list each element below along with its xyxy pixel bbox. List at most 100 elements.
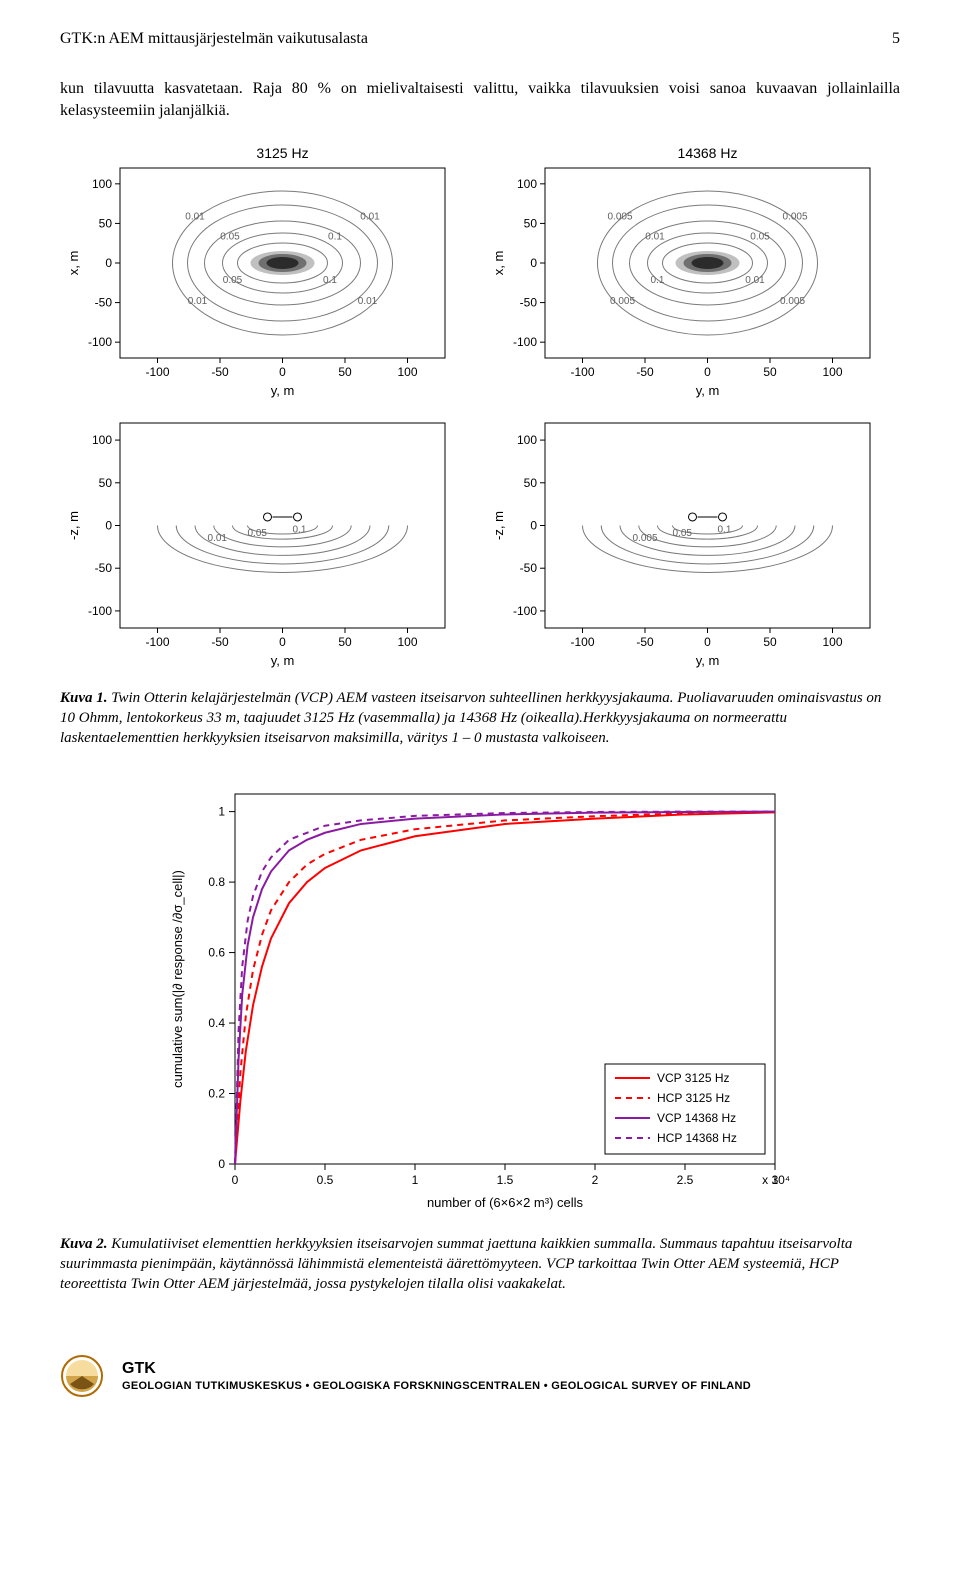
svg-text:0: 0: [105, 256, 112, 270]
svg-text:0: 0: [279, 365, 286, 379]
svg-text:-z, m: -z, m: [66, 511, 81, 540]
fig1-top-left: -100-50050100-100-50050100y, mx, m3125 H…: [60, 143, 475, 403]
svg-text:0: 0: [704, 365, 711, 379]
svg-text:0.01: 0.01: [358, 296, 378, 307]
svg-text:-50: -50: [95, 561, 113, 575]
svg-text:-50: -50: [211, 365, 229, 379]
svg-text:-z, m: -z, m: [491, 511, 506, 540]
svg-text:3125 Hz: 3125 Hz: [256, 145, 308, 161]
svg-text:0: 0: [105, 518, 112, 532]
figure-2: 00.511.522.5300.20.40.60.81number of (6×…: [60, 779, 900, 1219]
svg-text:0.1: 0.1: [293, 524, 307, 535]
running-header: GTK:n AEM mittausjärjestelmän vaikutusal…: [60, 30, 900, 48]
svg-text:HCP 14368 Hz: HCP 14368 Hz: [657, 1131, 737, 1145]
svg-text:y, m: y, m: [696, 383, 720, 398]
svg-text:1.5: 1.5: [497, 1173, 514, 1187]
fig1-top-right: -100-50050100-100-50050100y, mx, m14368 …: [485, 143, 900, 403]
svg-text:-50: -50: [520, 561, 538, 575]
svg-text:100: 100: [822, 635, 842, 649]
svg-text:0.01: 0.01: [645, 231, 665, 242]
svg-text:50: 50: [99, 216, 113, 230]
svg-text:0.005: 0.005: [610, 296, 635, 307]
svg-text:1: 1: [412, 1173, 419, 1187]
svg-text:0.005: 0.005: [780, 296, 805, 307]
fig1-label: Kuva 1.: [60, 690, 108, 706]
svg-text:-50: -50: [520, 295, 538, 309]
svg-text:y, m: y, m: [271, 653, 295, 668]
svg-text:0: 0: [218, 1157, 225, 1171]
svg-text:-100: -100: [145, 635, 169, 649]
svg-text:-100: -100: [145, 365, 169, 379]
svg-text:14368 Hz: 14368 Hz: [678, 145, 738, 161]
fig2-caption-text: Kumulatiiviset elementtien herkkyyksien …: [60, 1236, 852, 1293]
svg-text:0.005: 0.005: [607, 211, 632, 222]
svg-text:100: 100: [517, 433, 537, 447]
svg-text:-50: -50: [636, 365, 654, 379]
svg-text:VCP 14368 Hz: VCP 14368 Hz: [657, 1111, 736, 1125]
fig1-bot-right: -100-50050100-100-50050100y, m-z, m0.005…: [485, 413, 900, 673]
svg-text:0.1: 0.1: [651, 275, 665, 286]
svg-text:50: 50: [763, 635, 777, 649]
svg-text:-50: -50: [95, 295, 113, 309]
svg-text:x, m: x, m: [491, 251, 506, 276]
svg-text:0.8: 0.8: [208, 875, 225, 889]
svg-text:0: 0: [232, 1173, 239, 1187]
svg-text:100: 100: [517, 177, 537, 191]
svg-text:0.05: 0.05: [673, 528, 693, 539]
svg-text:50: 50: [338, 635, 352, 649]
svg-text:100: 100: [397, 365, 417, 379]
svg-text:50: 50: [99, 476, 113, 490]
svg-text:100: 100: [397, 635, 417, 649]
svg-text:-100: -100: [570, 635, 594, 649]
svg-text:0.5: 0.5: [317, 1173, 334, 1187]
svg-text:50: 50: [524, 476, 538, 490]
svg-text:-100: -100: [570, 365, 594, 379]
svg-text:0.05: 0.05: [248, 528, 268, 539]
figure-1: -100 -50 0 50 100 -100 -50 0 50 100 y, m x, m 3125 H…: [60, 143, 900, 673]
svg-text:50: 50: [338, 365, 352, 379]
svg-text:0.1: 0.1: [718, 524, 732, 535]
svg-text:x, m: x, m: [66, 251, 81, 276]
svg-text:0: 0: [530, 256, 537, 270]
svg-text:y, m: y, m: [696, 653, 720, 668]
svg-text:0.01: 0.01: [185, 211, 205, 222]
svg-text:2: 2: [592, 1173, 599, 1187]
svg-text:0.05: 0.05: [750, 231, 770, 242]
page-number: 5: [892, 30, 900, 48]
fig2-label: Kuva 2.: [60, 1236, 108, 1252]
svg-text:0.2: 0.2: [208, 1086, 225, 1100]
svg-text:-50: -50: [636, 635, 654, 649]
fig1-bot-left: -100-50050100-100-50050100y, m-z, m0.010…: [60, 413, 475, 673]
svg-text:0.01: 0.01: [188, 296, 208, 307]
svg-text:y, m: y, m: [271, 383, 295, 398]
footer-org-text: GEOLOGIAN TUTKIMUSKESKUS • GEOLOGISKA FO…: [122, 1380, 751, 1392]
svg-text:0.05: 0.05: [220, 231, 240, 242]
svg-text:1: 1: [218, 804, 225, 818]
svg-text:0.6: 0.6: [208, 945, 225, 959]
figure-2-caption: Kuva 2. Kumulatiiviset elementtien herkk…: [60, 1234, 900, 1295]
svg-text:0.01: 0.01: [360, 211, 380, 222]
svg-text:0.1: 0.1: [328, 231, 342, 242]
svg-text:-100: -100: [513, 604, 537, 618]
svg-text:100: 100: [822, 365, 842, 379]
svg-text:0.05: 0.05: [223, 275, 243, 286]
svg-text:-50: -50: [211, 635, 229, 649]
svg-text:100: 100: [92, 177, 112, 191]
body-paragraph: kun tilavuutta kasvatetaan. Raja 80 % on…: [60, 78, 900, 123]
svg-text:0.01: 0.01: [745, 275, 765, 286]
svg-text:cumulative sum(|∂ response /∂σ: cumulative sum(|∂ response /∂σ_cell|): [170, 870, 185, 1088]
svg-text:0.005: 0.005: [782, 211, 807, 222]
fig1-caption-text: Twin Otterin kelajärjestelmän (VCP) AEM …: [60, 690, 881, 747]
page-footer: GTK GEOLOGIAN TUTKIMUSKESKUS • GEOLOGISK…: [60, 1354, 900, 1398]
figure-1-caption: Kuva 1. Twin Otterin kelajärjestelmän (V…: [60, 688, 900, 749]
svg-text:HCP 3125 Hz: HCP 3125 Hz: [657, 1091, 730, 1105]
footer-logo-name: GTK: [122, 1360, 751, 1378]
svg-text:50: 50: [763, 365, 777, 379]
svg-text:2.5: 2.5: [677, 1173, 694, 1187]
svg-text:0.01: 0.01: [208, 533, 228, 544]
running-head-title: GTK:n AEM mittausjärjestelmän vaikutusal…: [60, 30, 368, 48]
svg-text:-100: -100: [88, 604, 112, 618]
svg-text:100: 100: [92, 433, 112, 447]
svg-text:number of (6×6×2 m³) cells: number of (6×6×2 m³) cells: [427, 1195, 584, 1210]
svg-text:0.005: 0.005: [633, 533, 658, 544]
